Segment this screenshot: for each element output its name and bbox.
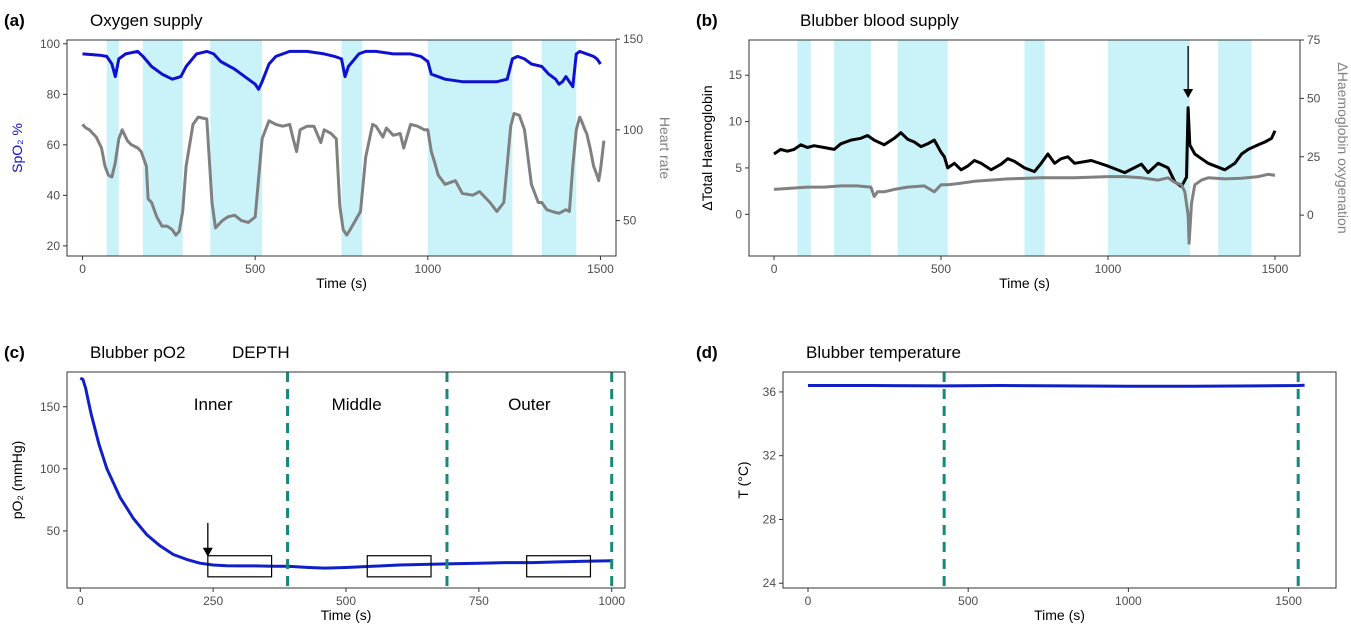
y-tick-label: 28 (763, 512, 777, 526)
y-axis-label: ΔTotal Haemoglobin (699, 85, 715, 210)
y-axis-label: T (°C) (735, 461, 751, 498)
dive-period-shade (834, 40, 871, 256)
plot-frame (66, 39, 617, 257)
x-axis-label: Time (s) (999, 275, 1050, 291)
chart-title: Blubber temperature (806, 343, 961, 362)
y2-tick-label: 50 (623, 214, 637, 228)
chart-title: Blubber blood supply (800, 11, 959, 30)
y2-axis-label: ΔHaemoglobin oxygenation (1335, 62, 1351, 233)
series-line-spo2 (82, 49, 602, 91)
y-tick-label: 40 (47, 188, 61, 202)
series-line-hb_total (773, 106, 1277, 188)
y-tick-label: 100 (40, 37, 60, 51)
arrow-head-icon (1183, 89, 1194, 98)
x-tick-label: 0 (805, 594, 812, 608)
x-tick-label: 500 (336, 594, 356, 608)
y2-tick-label: 150 (623, 32, 643, 46)
x-tick-label: 1500 (1262, 262, 1289, 276)
sample-window-box (366, 555, 432, 578)
series-line-hb_oxy (773, 172, 1276, 245)
y-tick-label: 36 (763, 385, 777, 399)
x-axis-label: Time (s) (316, 275, 367, 291)
x-tick-label: 750 (469, 594, 489, 608)
sample-window-box (207, 555, 273, 578)
series-line-blubber_line (808, 383, 1305, 388)
x-tick-label: 0 (77, 594, 84, 608)
plot-area (773, 106, 1277, 245)
y2-tick-label: 75 (1307, 33, 1321, 47)
chart-subtitle: DEPTH (232, 343, 290, 362)
depth-label: Outer (508, 395, 551, 414)
x-tick-label: 500 (245, 262, 265, 276)
y-tick-label: 150 (40, 400, 60, 414)
dive-period-shade (541, 40, 577, 256)
panel-c: (c) Blubber pO2 DEPTH Inner Middle Outer 0 250 5… (4, 343, 626, 623)
dive-period-shade (142, 40, 183, 256)
dive-period-shade (106, 40, 119, 256)
panel-a: (a) Oxygen supply 0 500 1000 1500 20 40 60 80 100 5… (4, 11, 673, 291)
y-tick-label: 20 (47, 239, 61, 253)
sample-window-box (526, 555, 592, 578)
x-axis-label: Time (s) (1034, 607, 1085, 623)
plot-area (79, 376, 612, 570)
y-tick-label: 100 (40, 462, 60, 476)
y-tick-label: 0 (735, 207, 742, 221)
y-axis-label: SpO₂ % (9, 123, 25, 173)
y-tick-label: 24 (763, 576, 777, 590)
x-tick-label: 1000 (1095, 262, 1122, 276)
x-tick-label: 1000 (1115, 594, 1142, 608)
x-tick-label: 1500 (1275, 594, 1302, 608)
x-tick-label: 1500 (587, 262, 614, 276)
y2-tick-label: 50 (1307, 91, 1321, 105)
x-tick-label: 0 (771, 262, 778, 276)
panel-letter: (b) (696, 11, 718, 30)
plot-area (808, 383, 1305, 388)
y-tick-label: 15 (729, 68, 743, 82)
panel-letter: (a) (4, 11, 25, 30)
x-axis-label: Time (s) (321, 607, 372, 623)
dive-period-shade (427, 40, 513, 256)
chart-title: Oxygen supply (90, 11, 203, 30)
plot-frame (748, 39, 1301, 257)
y2-tick-label: 25 (1307, 150, 1321, 164)
x-tick-label: 250 (203, 594, 223, 608)
dive-period-shade (1107, 40, 1190, 256)
x-tick-label: 1000 (414, 262, 441, 276)
depth-label: Middle (332, 395, 382, 414)
x-tick-label: 500 (958, 594, 978, 608)
plot-area (81, 49, 606, 237)
dive-period-shade (341, 40, 363, 256)
y-tick-label: 5 (735, 161, 742, 175)
y2-axis-label: Heart rate (657, 117, 673, 179)
panel-letter: (c) (4, 343, 25, 362)
dive-period-shade (1218, 40, 1252, 256)
series-line-hr (81, 112, 606, 237)
x-tick-label: 0 (79, 262, 86, 276)
series-line-blubber_line (79, 376, 612, 570)
y2-tick-label: 0 (1307, 208, 1314, 222)
panel-letter: (d) (696, 343, 718, 362)
plot-frame (782, 371, 1337, 589)
depth-label: Inner (194, 395, 233, 414)
chart-title: Blubber pO2 (90, 343, 185, 362)
y-tick-label: 60 (47, 138, 61, 152)
y-tick-label: 10 (729, 115, 743, 129)
x-tick-label: 500 (931, 262, 951, 276)
panel-d: (d) Blubber temperature 0 500 1000 1500 24 28 32… (696, 343, 1337, 623)
dive-period-shade (1024, 40, 1045, 256)
dive-period-shade (797, 40, 811, 256)
y-tick-label: 50 (47, 524, 61, 538)
x-tick-label: 1000 (598, 594, 625, 608)
y2-tick-label: 100 (623, 123, 643, 137)
arrow-head-icon (202, 547, 213, 557)
y-tick-label: 32 (763, 449, 777, 463)
y-axis-label: pO₂ (mmHg) (9, 441, 25, 520)
y-tick-label: 80 (47, 87, 61, 101)
